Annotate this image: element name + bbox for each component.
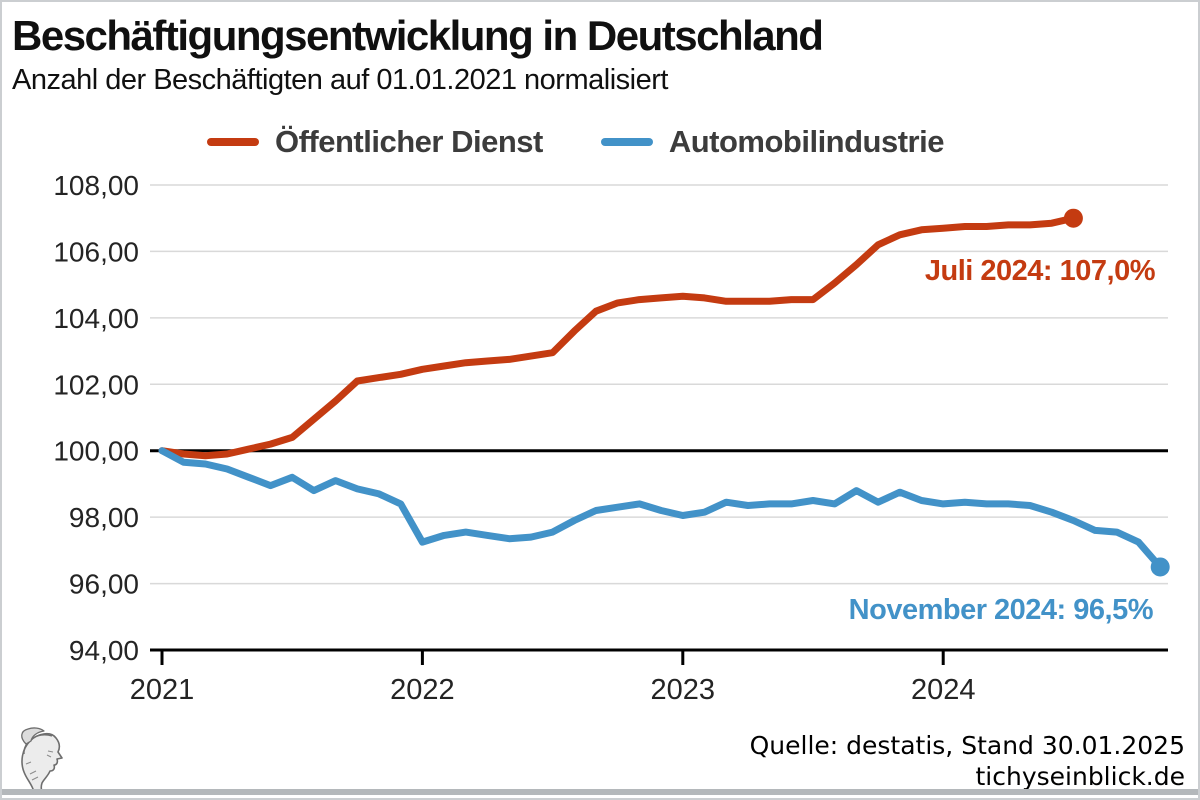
- y-tick-label: 106,00: [53, 236, 139, 267]
- annotation-auto-industry: November 2024: 96,5%: [848, 594, 1154, 626]
- public-service-line: [158, 214, 1077, 460]
- y-tick-label: 108,00: [53, 170, 139, 201]
- y-tick-label: 100,00: [53, 436, 139, 467]
- y-tick-label: 98,00: [69, 502, 139, 533]
- annotation-public-service: Juli 2024: 107,0%: [924, 255, 1156, 287]
- public-service-end-dot: [1063, 208, 1083, 228]
- source-note: Quelle: destatis, Stand 30.01.2025 tichy…: [750, 730, 1185, 792]
- blue-line-swatch: [600, 138, 653, 146]
- bottom-bar: [2, 789, 1198, 795]
- website-line: tichyseinblick.de: [975, 762, 1185, 791]
- page-subtitle: Anzahl der Beschäftigten auf 01.01.2021 …: [12, 64, 668, 96]
- x-tick-label: 2024: [911, 674, 976, 706]
- x-tick-label: 2022: [390, 674, 455, 706]
- y-tick-label: 96,00: [69, 569, 139, 600]
- y-tick-label: 104,00: [53, 303, 139, 334]
- y-tick-label: 102,00: [53, 369, 139, 400]
- y-tick-label: 94,00: [69, 635, 139, 666]
- legend-label-automobilindustrie: Automobilindustrie: [668, 124, 945, 159]
- x-tick-label: 2021: [130, 674, 195, 706]
- auto-industry-line: [158, 447, 1164, 571]
- red-line-swatch: [207, 138, 259, 146]
- legend-item-automobilindustrie: Automobilindustrie: [600, 124, 945, 160]
- page-title: Beschäftigungsentwicklung in Deutschland: [12, 12, 824, 59]
- legend-label-oeffentlicher-dienst: Öffentlicher Dienst: [275, 124, 543, 159]
- x-tick-label: 2023: [651, 674, 716, 706]
- source-line: Quelle: destatis, Stand 30.01.2025: [749, 731, 1185, 760]
- hermes-head-icon: [10, 724, 68, 794]
- legend-item-oeffentlicher-dienst: Öffentlicher Dienst: [207, 124, 543, 160]
- legend: Öffentlicher Dienst Automobilindustrie: [207, 122, 944, 162]
- auto-industry-end-dot: [1150, 557, 1170, 577]
